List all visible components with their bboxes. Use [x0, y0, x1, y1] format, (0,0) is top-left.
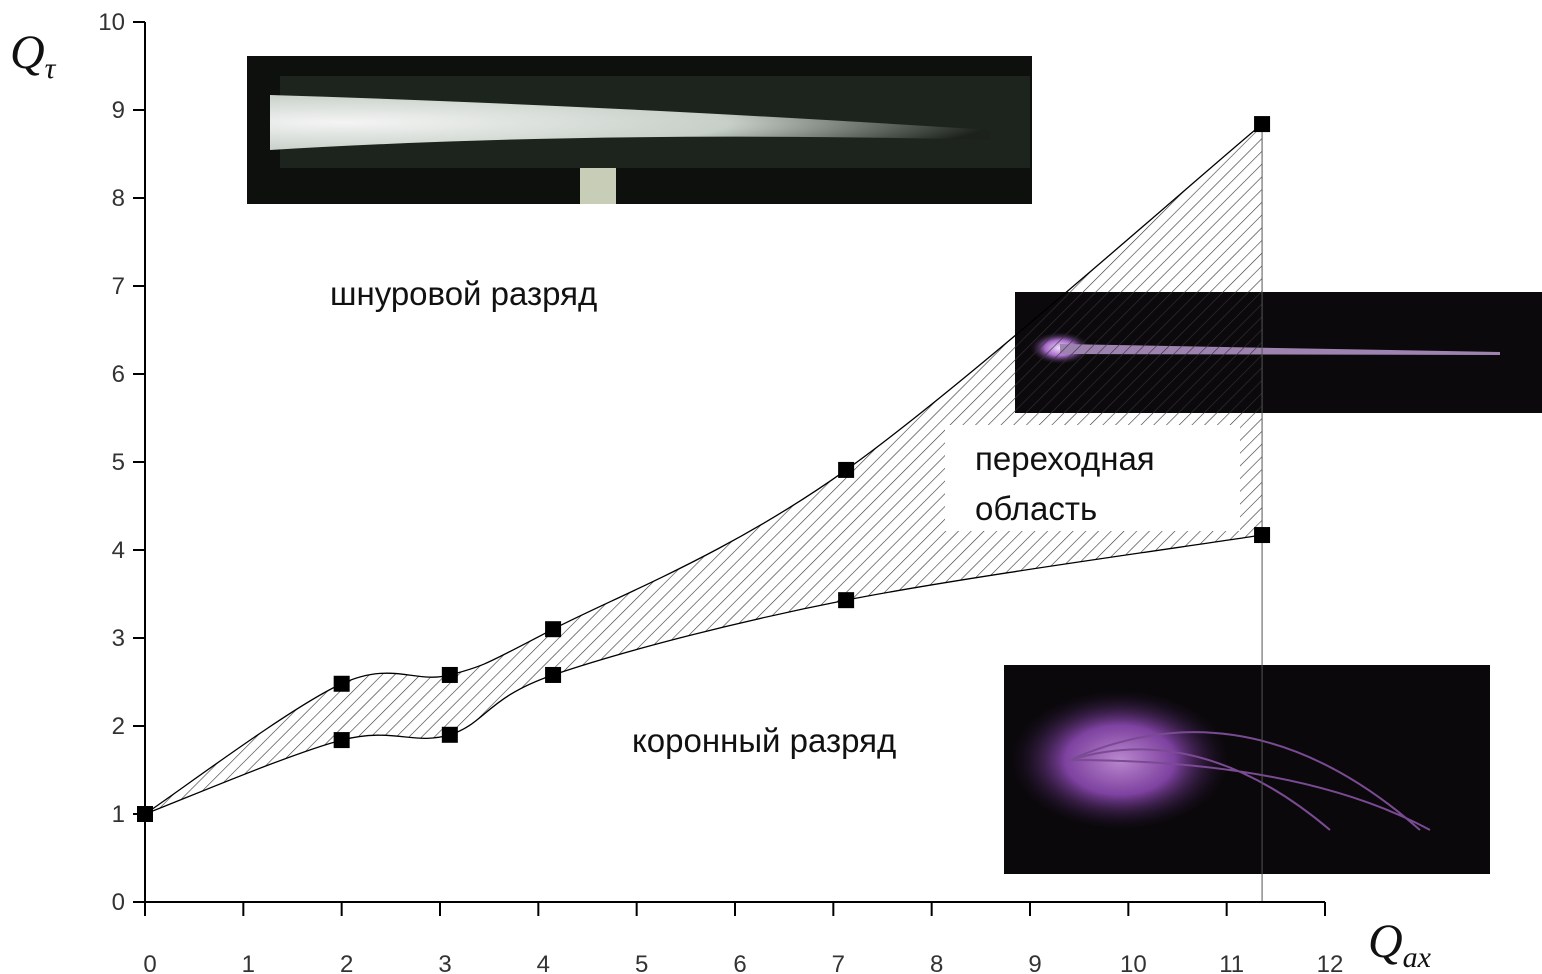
y-tick-label: 10	[98, 9, 125, 36]
x-tick-label: 4	[537, 951, 550, 974]
x-tick-label: 10	[1120, 951, 1147, 974]
annotation: шнуровой разряд	[330, 275, 597, 312]
annotation: область	[975, 490, 1097, 527]
x-tick-label: 7	[832, 951, 845, 974]
y-label-sub: τ	[45, 52, 57, 85]
annotation: коронный разряд	[632, 722, 896, 759]
y-tick-label: 2	[112, 713, 125, 740]
y-tick-label: 4	[112, 537, 125, 564]
x-tick-label: 2	[340, 951, 353, 974]
data-point	[545, 621, 561, 637]
x-tick-label: 5	[635, 951, 648, 974]
x-tick-label: 6	[733, 951, 746, 974]
y-tick-label: 5	[112, 449, 125, 476]
y-tick-label: 8	[112, 185, 125, 212]
page: 0123456789100123456789101112 шнуровой ра…	[0, 0, 1542, 974]
y-tick-label: 6	[112, 361, 125, 388]
y-tick-label: 0	[112, 889, 125, 916]
y-tick-label: 3	[112, 625, 125, 652]
annotation: переходная	[975, 440, 1155, 477]
x-tick-label: 11	[1219, 951, 1244, 974]
y-tick-label: 9	[112, 97, 125, 124]
data-point	[838, 462, 854, 478]
x-tick-label: 8	[930, 951, 943, 974]
data-point	[1254, 527, 1270, 543]
y-axis-label: Qτ	[10, 26, 57, 85]
y-tick-label: 7	[112, 273, 125, 300]
x-label-main: Q	[1368, 915, 1403, 968]
x-tick-label: 3	[438, 951, 451, 974]
x-tick-label: 0	[143, 951, 156, 974]
data-point	[442, 727, 458, 743]
x-tick-label: 9	[1028, 951, 1041, 974]
y-label-main: Q	[10, 26, 45, 79]
data-point	[1254, 116, 1270, 132]
data-point	[545, 667, 561, 683]
data-point	[334, 676, 350, 692]
x-tick-label: 1	[242, 951, 255, 974]
y-tick-label: 1	[112, 801, 125, 828]
x-label-sub: ax	[1403, 941, 1432, 974]
data-point	[838, 592, 854, 608]
x-axis-label: Qax	[1368, 915, 1432, 974]
chart: 0123456789100123456789101112 шнуровой ра…	[0, 0, 1542, 974]
data-point	[442, 667, 458, 683]
data-point	[334, 732, 350, 748]
x-tick-label: 12	[1317, 951, 1344, 974]
photo-detail	[580, 168, 616, 204]
